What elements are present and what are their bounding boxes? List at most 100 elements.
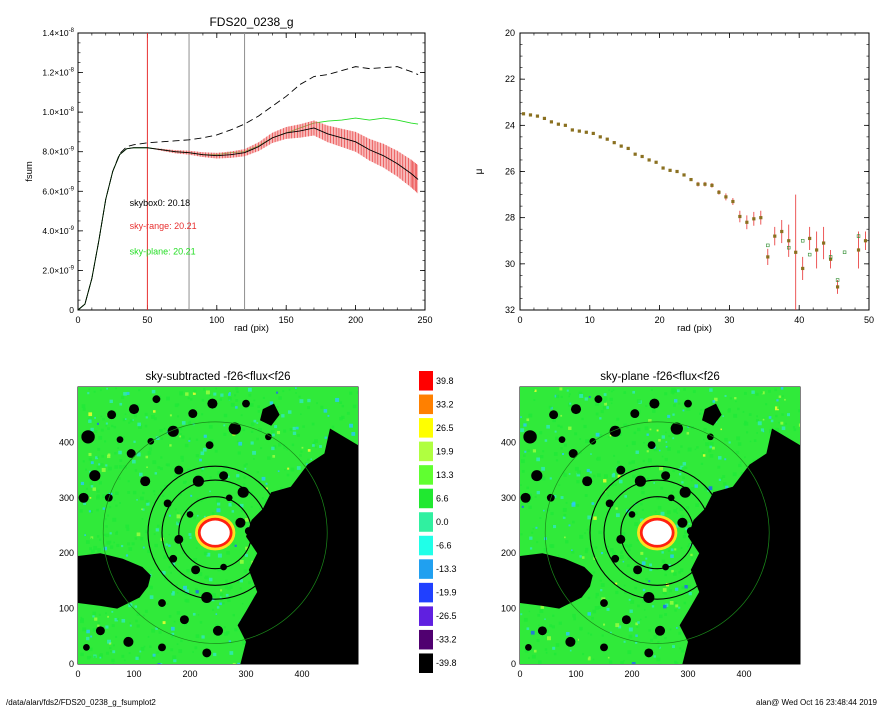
pixel-noise [673,572,677,576]
pixel-noise [265,482,268,485]
pixel-noise [748,413,752,417]
masked-source [95,626,105,636]
pixel-noise [688,522,691,525]
data-point [766,255,770,259]
plot-area [78,33,419,310]
pixel-noise [188,439,191,442]
pixel-noise [236,476,241,481]
pixel-noise [106,387,108,390]
pixel-noise [195,454,199,458]
pixel-noise [195,474,198,477]
pixel-noise [635,622,639,626]
colorbar-label: -39.8 [436,658,457,668]
pixel-noise [105,424,108,427]
pixel-noise [287,410,292,414]
pixel-noise [624,495,627,498]
pixel-noise [133,414,137,418]
pixel-noise [314,446,317,449]
pixel-noise [653,482,656,484]
pixel-noise [674,660,677,664]
pixel-noise [300,413,302,415]
pixel-noise [534,389,537,392]
pixel-noise [80,616,83,619]
pixel-noise [185,598,190,603]
pixel-noise [202,447,207,452]
pixel-noise [547,508,550,512]
pixel-noise [187,422,192,426]
pixel-noise [579,626,583,631]
pixel-noise [682,534,687,539]
pixel-noise [649,428,652,431]
pixel-noise [563,513,567,517]
pixel-noise [253,419,257,423]
pixel-noise [205,390,210,395]
colorbar-label: 39.8 [436,376,454,386]
pixel-noise [703,427,707,432]
aperture-ring [589,465,725,600]
colorbar-swatch [419,559,433,579]
pixel-noise [106,540,111,545]
pixel-noise [641,561,646,566]
pixel-noise [111,658,115,663]
pixel-noise [115,635,118,639]
pixel-noise [541,466,545,471]
masked-source [242,399,250,408]
pixel-noise [137,655,141,659]
pixel-noise [272,455,276,458]
pixel-noise [105,422,108,425]
pixel-noise [668,589,673,593]
masked-source [179,615,189,625]
pixel-noise [301,446,304,449]
pixel-noise [236,474,240,478]
pixel-noise [691,557,693,559]
x-tick-label: 40 [794,315,804,325]
pixel-noise [127,542,131,546]
pixel-noise [537,613,541,617]
pixel-noise [665,445,668,448]
pixel-noise [704,486,708,491]
y-tick-mantissa: 0 [69,305,74,315]
pixel-noise [532,528,534,530]
pixel-noise [524,450,527,453]
pixel-noise [102,494,107,499]
pixel-noise [160,437,164,440]
y-tick-exponent: -9 [69,147,75,153]
pixel-noise [83,502,87,505]
pixel-noise [734,397,737,400]
data-point [640,154,644,159]
pixel-noise [635,641,638,644]
pixel-noise [634,586,638,590]
pixel-noise [92,611,97,616]
pixel-noise [708,449,712,453]
pixel-noise [227,598,231,603]
pixel-noise [260,447,263,450]
pixel-noise [115,504,118,507]
x-tick-label: 100 [209,315,224,325]
pixel-noise [736,436,741,441]
pixel-noise [735,400,737,403]
pixel-noise [770,419,774,423]
data-point [710,183,714,187]
pixel-noise [660,511,665,516]
data-point [591,131,595,136]
data-point [808,236,812,241]
pixel-noise [243,464,247,467]
pixel-noise [302,425,305,428]
pixel-noise [228,393,231,396]
aperture-ring [620,496,695,570]
pixel-noise [737,442,742,446]
masked-source [158,599,166,607]
pixel-noise [607,494,610,497]
pixel-noise [648,580,651,583]
pixel-noise [310,458,312,461]
pixel-noise [565,540,569,544]
pixel-noise [618,479,623,484]
pixel-noise [145,455,149,459]
pixel-noise [611,483,614,487]
pixel-noise [610,548,614,552]
pixel-noise [196,514,199,517]
pixel-noise [671,491,674,493]
pixel-noise [92,487,96,491]
pixel-noise [211,512,215,515]
pixel-noise [664,603,669,607]
